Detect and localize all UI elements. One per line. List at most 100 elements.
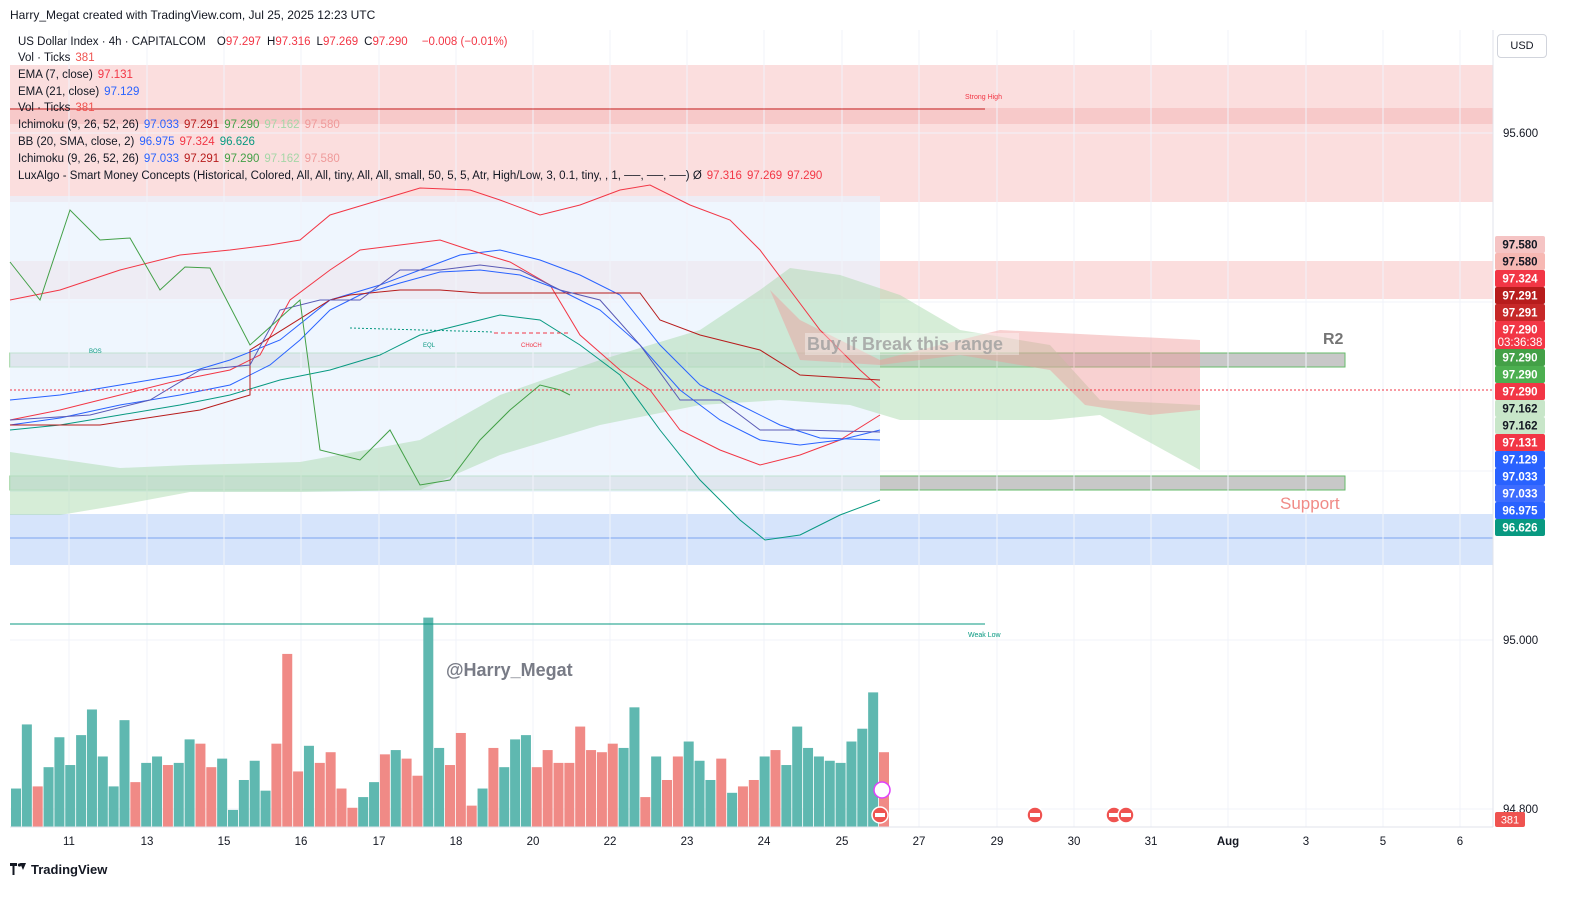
ohlc-key: O <box>216 36 226 48</box>
volume-bar <box>727 792 738 827</box>
volume-bar <box>314 762 325 827</box>
ohlc-key: H <box>267 36 276 48</box>
volume-bar <box>152 756 163 827</box>
footer-brand[interactable]: TradingView <box>10 862 107 877</box>
volume-bar <box>369 782 380 827</box>
price-badge <box>1495 253 1545 270</box>
price-badge <box>1495 417 1545 434</box>
price-badge-value: 96.626 <box>1502 523 1537 535</box>
volume-bar <box>249 760 260 827</box>
volume-bar <box>141 762 152 827</box>
volume-bar <box>238 779 249 827</box>
price-badge-value: 97.033 <box>1502 472 1537 484</box>
support-label: Support <box>1280 494 1340 513</box>
price-badge-value: 96.975 <box>1502 506 1538 518</box>
volume-bar <box>694 760 705 827</box>
volume-bar <box>54 737 65 827</box>
legend-indicator-name: Ichimoku (9, 26, 52, 26) <box>18 152 139 165</box>
price-badge-value: 97.033 <box>1502 489 1537 501</box>
volume-bar <box>737 786 748 827</box>
legend-symbol[interactable]: US Dollar Index · 4h · CAPITALCOM <box>18 36 206 48</box>
legend-indicator-value: 97.316 <box>706 169 742 182</box>
volume-bar <box>217 758 228 827</box>
volume-bar <box>11 788 21 827</box>
legend-indicator-row[interactable]: Ichimoku (9, 26, 52, 26) 97.033 97.291 97.2… <box>18 152 345 166</box>
volume-bar <box>228 809 238 827</box>
time-tick-label: 24 <box>758 836 771 848</box>
legend-indicator-name: Vol · Ticks <box>18 102 71 115</box>
legend-indicator-value: 97.033 <box>143 119 179 132</box>
eql-label: EQL <box>423 343 436 349</box>
legend-indicator-row[interactable]: Vol · Ticks 381 <box>18 101 100 115</box>
legend-indicator-name: EMA (7, close) <box>18 68 93 81</box>
price-badge-value: 97.291 <box>1502 291 1538 303</box>
volume-bar <box>293 771 304 827</box>
supply-zone-strong <box>10 108 1493 124</box>
strong-high-label: Strong High <box>965 94 1002 101</box>
legend-indicator-name: LuxAlgo - Smart Money Concepts (Historic… <box>18 169 702 182</box>
attribution-text: Harry_Megat created with TradingView.com… <box>10 8 376 22</box>
legend-indicator-value: 97.324 <box>179 136 215 148</box>
legend-indicator-name: Vol · Ticks <box>18 52 71 64</box>
economic-event-flag-stripe <box>1109 813 1119 817</box>
currency-button[interactable]: USD <box>1497 34 1547 58</box>
price-badge <box>1495 366 1545 383</box>
price-badge <box>1495 349 1545 366</box>
volume-bar <box>803 747 814 827</box>
price-badge-value: 97.290 <box>1502 370 1537 382</box>
tradingview-logo-icon <box>10 863 26 875</box>
volume-bar <box>445 765 455 827</box>
buy-range-label-bg <box>805 333 1019 355</box>
time-tick-label: 22 <box>604 836 617 848</box>
legend-indicator-value: 97.290 <box>224 119 260 132</box>
bb-upper-line <box>9 184 881 389</box>
ichimoku-conv-line <box>9 264 881 433</box>
choch-label: CHoCH <box>521 343 542 349</box>
volume-bar <box>412 775 423 827</box>
legend-indicator-row[interactable]: BB (20, SMA, close, 2) 96.975 97.324 96.626 <box>18 135 260 149</box>
volume-bar <box>672 756 683 827</box>
legend-symbol-row: US Dollar Index · 4h · CAPITALCOM O97.29… <box>18 35 513 49</box>
time-tick-label: 27 <box>913 836 926 848</box>
volume-bar <box>520 735 531 827</box>
legend-indicator-value: 381 <box>75 102 95 115</box>
price-badge-value: 97.324 <box>1502 274 1538 286</box>
price-badge <box>1495 485 1545 502</box>
volume-bar <box>716 758 727 827</box>
volume-bar <box>748 779 759 827</box>
economic-event-flag-stripe <box>1030 813 1040 817</box>
time-tick-label: 13 <box>141 836 154 848</box>
legend-indicator-value: 381 <box>75 52 95 64</box>
legend-indicator-value: 97.162 <box>264 119 300 132</box>
economic-event-flag-stripe <box>1121 813 1131 817</box>
legend-indicator-row[interactable]: LuxAlgo - Smart Money Concepts (Historic… <box>18 169 827 183</box>
price-badge-value: 97.291 <box>1502 308 1538 320</box>
volume-bar <box>43 767 54 827</box>
time-tick-label: 17 <box>373 836 386 848</box>
price-badge <box>1495 383 1545 400</box>
price-badge <box>1495 304 1545 321</box>
volume-bar <box>488 747 499 827</box>
volume-bar <box>510 739 521 827</box>
ichimoku-base-line <box>10 289 881 426</box>
volume-bar <box>184 739 195 827</box>
weak-low-label: Weak Low <box>968 632 1001 639</box>
ema7-line <box>9 239 881 466</box>
price-badge-value: 97.131 <box>1502 438 1538 450</box>
volume-bar <box>195 743 206 827</box>
legend-indicator-row[interactable]: EMA (21, close) 97.129 <box>18 85 144 99</box>
time-tick-label: 15 <box>218 836 231 848</box>
volume-bar <box>857 728 868 827</box>
volume-bar <box>401 758 412 827</box>
volume-bar <box>662 779 672 827</box>
price-badge <box>1495 519 1545 536</box>
legend-indicator-row[interactable]: EMA (7, close) 97.131 <box>18 68 138 82</box>
footer-brand-text: TradingView <box>31 862 108 877</box>
ohlc-value: 97.316 <box>275 36 311 48</box>
legend-indicator-row[interactable]: Vol · Ticks 381 <box>18 51 100 65</box>
price-badge <box>1495 451 1545 468</box>
legend-indicator-value: 97.291 <box>184 119 220 132</box>
volume-bar <box>282 653 293 827</box>
legend-indicator-row[interactable]: Ichimoku (9, 26, 52, 26) 97.033 97.291 97.2… <box>18 118 345 132</box>
